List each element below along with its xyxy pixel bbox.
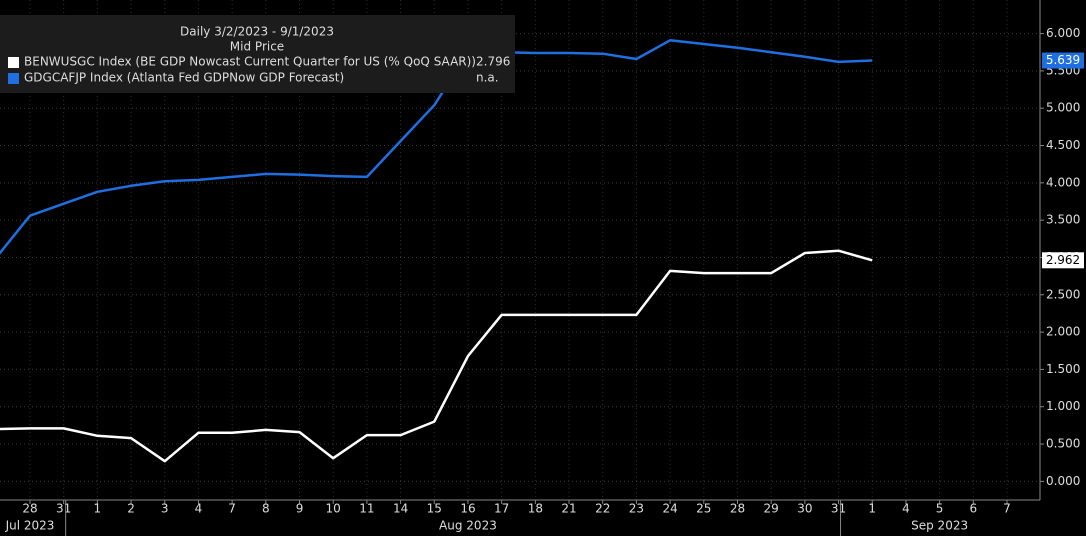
month-label: Jul 2023	[5, 519, 55, 533]
x-tick-label: 16	[460, 502, 475, 516]
x-tick-label: 2	[127, 502, 135, 516]
plot-area	[0, 39, 873, 463]
x-tick-label: 7	[228, 502, 236, 516]
x-tick-label: 29	[764, 502, 779, 516]
x-tick-label: 8	[262, 502, 270, 516]
legend-swatch	[8, 73, 19, 84]
y-tick-label: 2.000	[1046, 325, 1080, 339]
legend-value: 2.796	[476, 55, 510, 69]
x-tick-label: 1	[868, 502, 876, 516]
y-tick-label: 5.000	[1046, 101, 1080, 115]
legend-label: GDGCAFJP Index (Atlanta Fed GDPNow GDP F…	[24, 71, 344, 85]
last-value-label: 5.639	[1046, 53, 1080, 67]
x-tick-label: 23	[629, 502, 644, 516]
x-tick-label: 6	[969, 502, 977, 516]
last-value-tag	[1042, 52, 1084, 69]
month-label: Sep 2023	[911, 519, 968, 533]
last-value-label: 2.962	[1046, 253, 1080, 267]
x-tick-label: 31	[56, 502, 71, 516]
y-tick-label: 0.500	[1046, 437, 1080, 451]
last-value-tag	[1042, 252, 1084, 269]
y-tick-label: 0.000	[1046, 474, 1080, 488]
x-tick-label: 28	[22, 502, 37, 516]
legend-value: n.a.	[476, 71, 499, 85]
x-tick-label: 3	[161, 502, 169, 516]
y-tick-label: 4.500	[1046, 138, 1080, 152]
x-tick-label: 25	[696, 502, 711, 516]
x-tick-label: 28	[730, 502, 745, 516]
x-tick-label: 5	[936, 502, 944, 516]
x-tick-label: 15	[427, 502, 442, 516]
x-tick-label: 30	[797, 502, 812, 516]
month-label: Aug 2023	[439, 519, 497, 533]
y-tick-label: 4.000	[1046, 175, 1080, 189]
legend-title: Daily 3/2/2023 - 9/1/2023	[180, 25, 334, 39]
x-tick-label: 4	[195, 502, 203, 516]
x-tick-label: 24	[662, 502, 677, 516]
x-tick-label: 4	[902, 502, 910, 516]
x-tick-label: 11	[359, 502, 374, 516]
x-tick-label: 9	[296, 502, 304, 516]
x-tick-label: 7	[1003, 502, 1011, 516]
y-tick-label: 6.000	[1046, 26, 1080, 40]
legend-label: BENWUSGC Index (BE GDP Nowcast Current Q…	[24, 55, 476, 69]
x-tick-label: 21	[561, 502, 576, 516]
x-tick-label: 17	[494, 502, 509, 516]
x-tick-label: 31	[831, 502, 846, 516]
y-tick-label: 1.500	[1046, 362, 1080, 376]
y-tick-label: 1.000	[1046, 399, 1080, 413]
legend-subtitle: Mid Price	[230, 40, 284, 54]
legend: Daily 3/2/2023 - 9/1/2023 Mid Price BENW…	[0, 15, 515, 93]
y-tick-label: 2.500	[1046, 287, 1080, 301]
x-tick-label: 1	[94, 502, 102, 516]
legend-box	[0, 15, 515, 93]
x-tick-label: 22	[595, 502, 610, 516]
x-tick-label: 14	[393, 502, 408, 516]
series-line	[0, 249, 873, 463]
y-tick-label: 3.500	[1046, 213, 1080, 227]
legend-swatch	[8, 57, 19, 68]
series-line	[0, 39, 873, 255]
x-tick-label: 18	[528, 502, 543, 516]
x-tick-label: 10	[326, 502, 341, 516]
